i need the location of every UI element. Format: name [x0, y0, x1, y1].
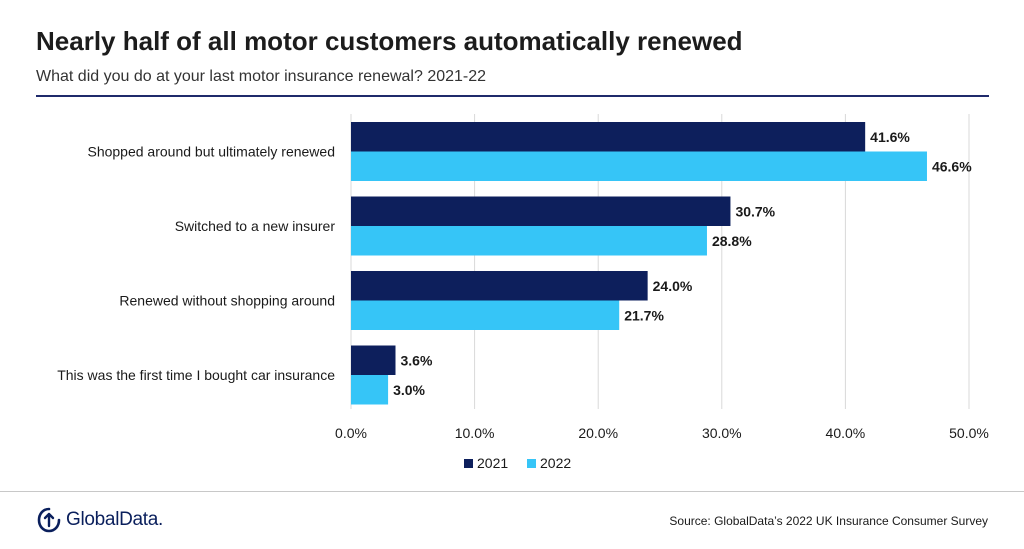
globaldata-logo: GlobalData. — [36, 507, 163, 533]
bar-2022 — [351, 375, 389, 405]
x-tick-label: 50.0% — [949, 425, 989, 441]
footer-divider — [0, 491, 1024, 492]
title-divider — [36, 95, 989, 97]
source-note: Source: GlobalData’s 2022 UK Insurance C… — [669, 514, 988, 528]
bar-2021 — [351, 122, 866, 152]
category-label: Renewed without shopping around — [119, 293, 335, 309]
bar-2021 — [351, 196, 731, 226]
data-label: 3.0% — [393, 382, 425, 398]
legend-label: 2022 — [540, 455, 571, 471]
chart-title: Nearly half of all motor customers autom… — [36, 26, 743, 56]
bar-chart: 0.0% 10.0% 20.0% 30.0% 40.0% 50.0% 41.6% 46.6% S… — [57, 114, 989, 471]
legend-swatch-2021 — [464, 459, 473, 468]
logo-text: GlobalData. — [66, 509, 164, 530]
data-label: 46.6% — [932, 158, 972, 174]
x-tick-label: 0.0% — [335, 425, 367, 441]
data-label: 3.6% — [400, 352, 432, 368]
legend-label: 2021 — [477, 455, 508, 471]
data-label: 30.7% — [735, 203, 775, 219]
globaldata-logo-icon — [37, 507, 61, 533]
bar-2022 — [351, 300, 620, 330]
legend-swatch-2022 — [527, 459, 536, 468]
x-tick-label: 10.0% — [455, 425, 495, 441]
bar-2021 — [351, 345, 396, 375]
x-tick-label: 40.0% — [826, 425, 866, 441]
category-label: Shopped around but ultimately renewed — [87, 144, 335, 160]
bar-2021 — [351, 271, 648, 301]
data-label: 24.0% — [653, 278, 693, 294]
data-label: 41.6% — [870, 129, 910, 145]
x-tick-label: 20.0% — [578, 425, 618, 441]
data-label: 21.7% — [624, 307, 664, 323]
category-label: Switched to a new insurer — [175, 218, 336, 234]
x-tick-label: 30.0% — [702, 425, 742, 441]
bar-2022 — [351, 226, 707, 256]
bar-2022 — [351, 151, 927, 181]
category-label: This was the first time I bought car ins… — [57, 367, 335, 383]
data-label: 28.8% — [712, 233, 752, 249]
chart-subtitle: What did you do at your last motor insur… — [36, 68, 487, 85]
